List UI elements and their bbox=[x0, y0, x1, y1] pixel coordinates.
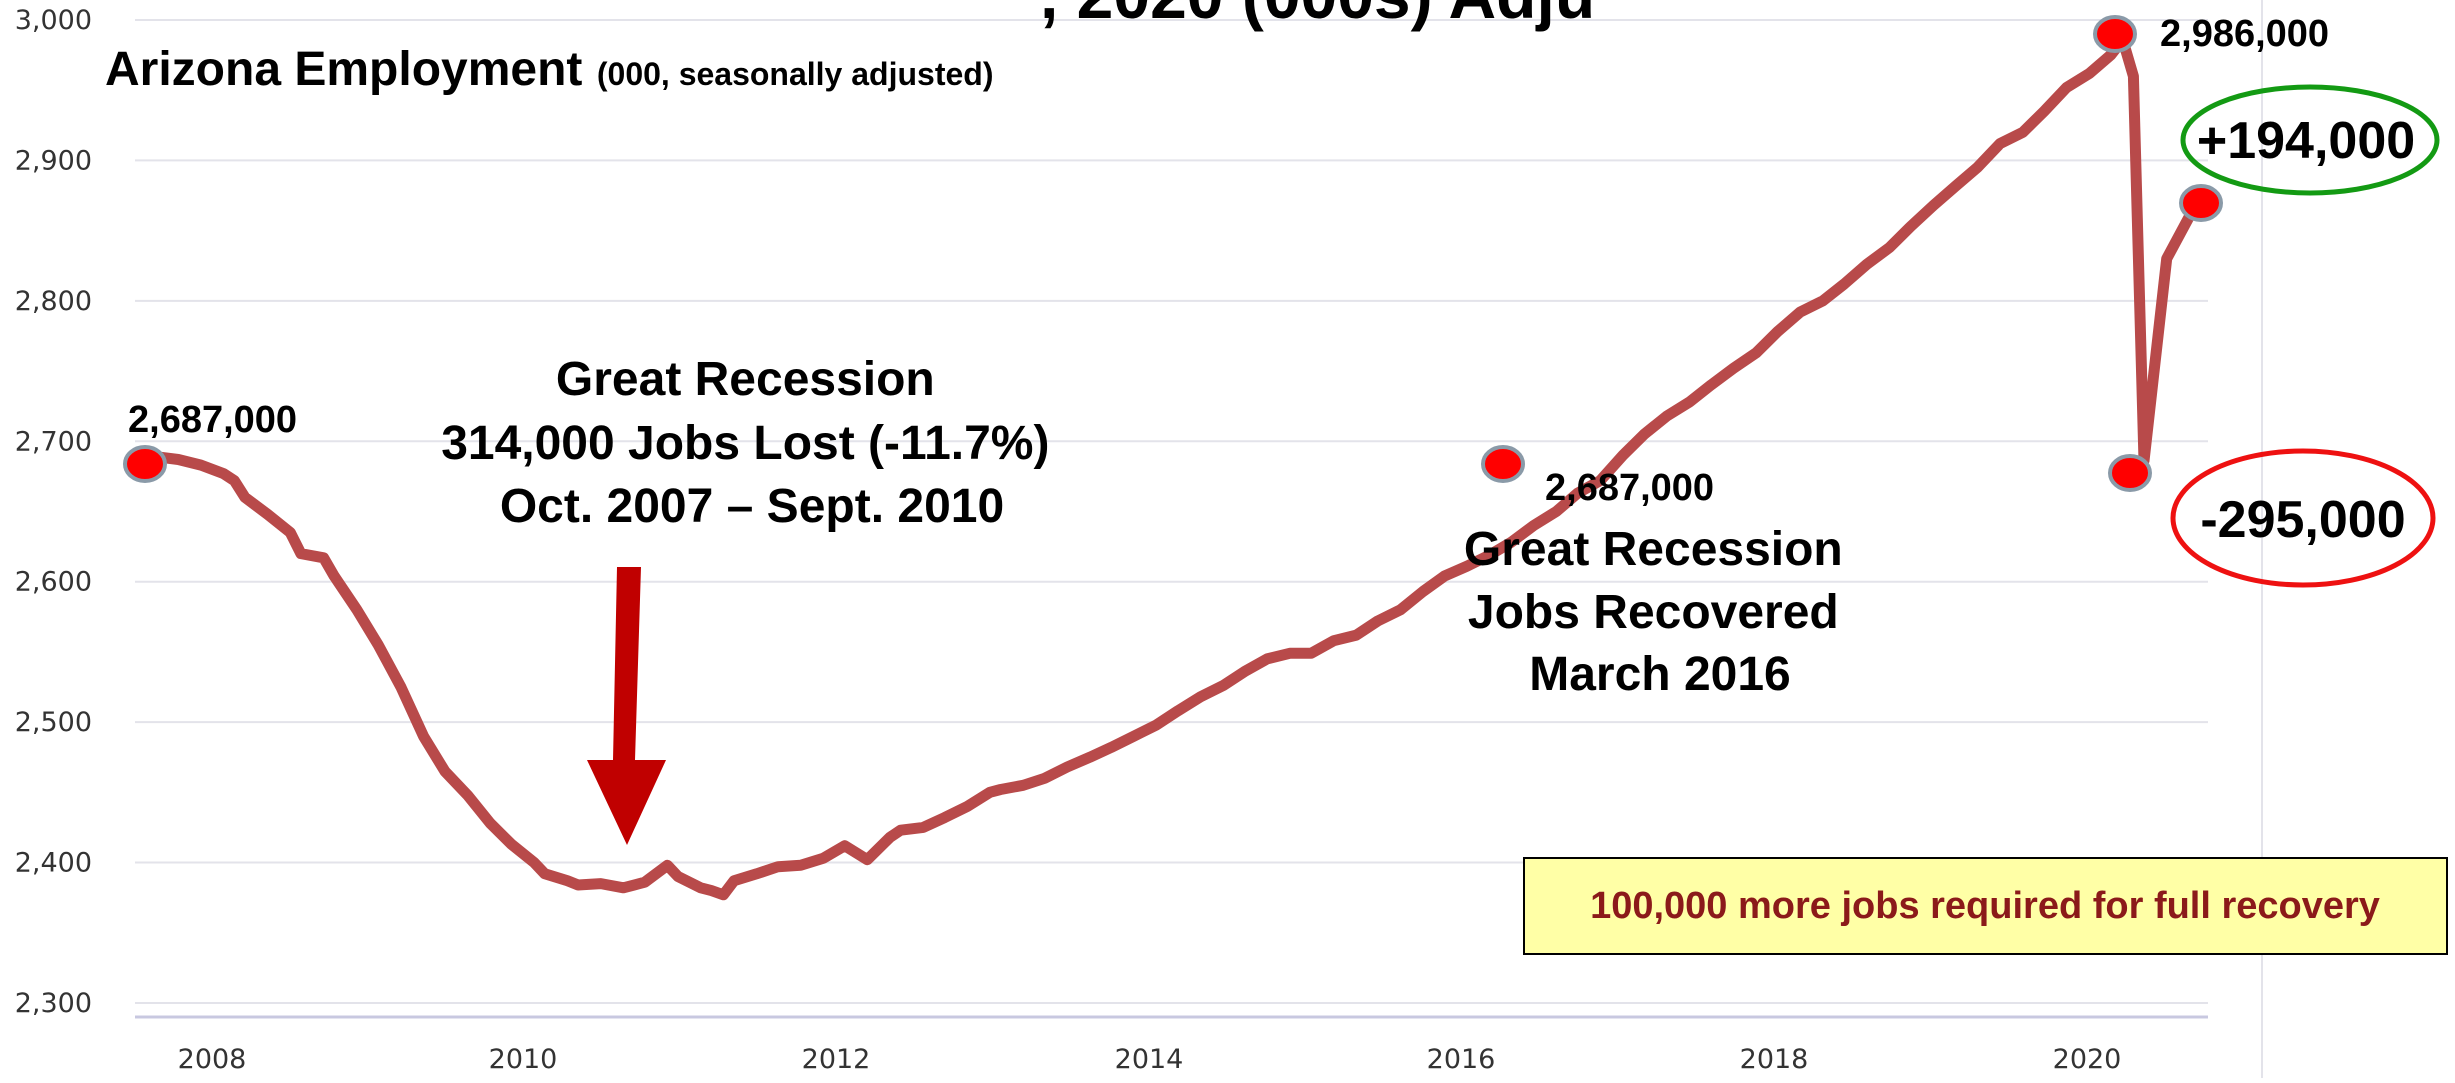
data-marker bbox=[2179, 184, 2223, 222]
y-tick-label: 2,300 bbox=[15, 988, 92, 1019]
y-tick-label: 2,400 bbox=[15, 848, 92, 879]
x-tick-label: 2012 bbox=[802, 1044, 871, 1075]
marker-label: 2,986,000 bbox=[2160, 13, 2329, 55]
recession-annotation: Great Recession 314,000 Jobs Lost (-11.7… bbox=[441, 353, 1063, 533]
recovery-note-text: 100,000 more jobs required for full reco… bbox=[1590, 885, 2380, 927]
y-tick-label: 2,600 bbox=[15, 567, 92, 598]
marker-label: 2,687,000 bbox=[128, 399, 297, 441]
y-tick-label: 2,900 bbox=[15, 145, 92, 176]
x-tick-label: 2008 bbox=[178, 1044, 247, 1075]
recovered-line-2: Jobs Recovered bbox=[1468, 586, 1839, 639]
y-tick-label: 2,700 bbox=[15, 426, 92, 457]
gain-label: +194,000 bbox=[2197, 112, 2415, 170]
x-tick-label: 2014 bbox=[1115, 1044, 1184, 1075]
chart-title-main: Arizona Employment bbox=[105, 43, 582, 96]
axis-layer: 2,300 2,400 2,500 2,600 2,700 2,800 2,900 3,000… bbox=[15, 5, 2208, 1075]
recovery-note: 100,000 more jobs required for full reco… bbox=[1523, 857, 2448, 955]
arrow-icon bbox=[587, 567, 666, 845]
y-tick-label: 2,800 bbox=[15, 286, 92, 317]
grid-layer bbox=[135, 0, 2263, 1078]
loss-callout: -295,000 bbox=[2170, 448, 2436, 588]
y-tick-label: 3,000 bbox=[15, 5, 92, 36]
x-tick-label: 2020 bbox=[2053, 1044, 2122, 1075]
top-cut-title: , 2020 (000s) Adju bbox=[1040, 0, 1595, 32]
x-tick-label: 2010 bbox=[489, 1044, 558, 1075]
data-marker bbox=[2093, 15, 2137, 53]
chart-subtitle: (000, seasonally adjusted) bbox=[597, 56, 994, 92]
recovered-annotation: Great Recession Jobs Recovered March 201… bbox=[1464, 523, 1856, 701]
data-marker bbox=[2108, 454, 2152, 492]
recession-line-1: Great Recession bbox=[556, 353, 935, 406]
recession-line-3: Oct. 2007 – Sept. 2010 bbox=[500, 480, 1004, 533]
chart-title: Arizona Employment (000, seasonally adju… bbox=[105, 43, 993, 96]
marker-layer: 2,687,000 2,687,000 2,986,000 bbox=[123, 13, 2329, 509]
y-tick-label: 2,500 bbox=[15, 707, 92, 738]
data-marker bbox=[123, 445, 167, 483]
recovered-line-3: March 2016 bbox=[1529, 648, 1791, 701]
series-layer bbox=[139, 34, 2206, 901]
x-tick-label: 2016 bbox=[1427, 1044, 1496, 1075]
recovered-line-1: Great Recession bbox=[1464, 523, 1843, 576]
series-line bbox=[139, 34, 2206, 901]
recession-line-2: 314,000 Jobs Lost (-11.7%) bbox=[441, 417, 1049, 470]
data-marker bbox=[1481, 445, 1525, 483]
x-tick-label: 2018 bbox=[1740, 1044, 1809, 1075]
gain-callout: +194,000 bbox=[2180, 84, 2440, 196]
marker-label: 2,687,000 bbox=[1545, 467, 1714, 509]
loss-label: -295,000 bbox=[2200, 491, 2405, 549]
